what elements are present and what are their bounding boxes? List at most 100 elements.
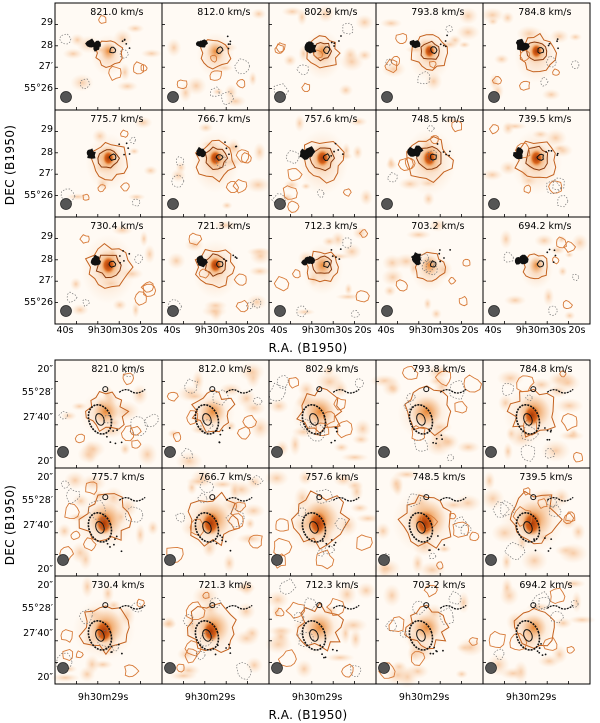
negative-contour — [129, 136, 136, 145]
noise-contour — [189, 518, 204, 537]
core-emission — [209, 257, 222, 273]
top-channel-panel: 694.2 km/s — [482, 216, 591, 325]
velocity-label: 784.8 km/s — [518, 7, 571, 18]
continuum-dot — [445, 153, 447, 156]
noise-emission — [493, 53, 510, 65]
top-channel-panel: 802.9 km/s — [268, 2, 377, 111]
noise-contour — [397, 156, 414, 171]
negative-contour — [448, 590, 462, 605]
negative-contour — [251, 475, 264, 486]
continuum-dot — [550, 149, 553, 152]
negative-contour — [129, 416, 148, 436]
continuum-dot — [330, 155, 333, 157]
continuum-dot — [438, 249, 441, 251]
negative-contour — [200, 419, 214, 433]
continuum-dot — [449, 249, 452, 251]
continuum-ring — [194, 620, 220, 651]
velocity-label: 812.0 km/s — [197, 7, 250, 18]
noise-contour — [62, 649, 74, 662]
continuum-dot — [536, 650, 539, 653]
top-channel-panel: 703.2 km/s — [375, 216, 484, 325]
continuum-dot — [330, 41, 333, 44]
negative-contour — [399, 630, 408, 638]
negative-contour — [98, 518, 110, 530]
continuum-dot — [556, 40, 558, 43]
noise-contour — [242, 414, 258, 429]
continuum-dot — [118, 255, 121, 257]
continuum-dot — [548, 438, 551, 441]
y-tick-label: 55°26 — [24, 190, 53, 201]
continuum-core — [416, 629, 426, 642]
noise-contour — [519, 80, 531, 91]
velocity-label: 739.5 km/s — [518, 114, 571, 125]
continuum-dot — [341, 153, 344, 156]
mid-emission — [528, 256, 545, 274]
noise-contour — [468, 637, 478, 646]
negative-contour — [299, 418, 312, 430]
continuum-dot — [125, 42, 128, 45]
x-tick-label: 20s — [247, 325, 264, 336]
noise-emission — [499, 229, 513, 250]
negative-contour — [549, 611, 565, 624]
top-channel-panel: 721.3 km/s — [161, 216, 272, 325]
mid-emission — [200, 398, 226, 425]
noise-contour — [519, 50, 530, 62]
beam-icon — [271, 554, 283, 566]
noise-emission — [289, 432, 302, 457]
continuum-dot — [105, 647, 108, 650]
noise-emission — [143, 165, 158, 176]
negative-contour — [420, 253, 429, 263]
noise-emission — [203, 300, 228, 311]
noise-contour — [552, 68, 560, 76]
continuum-dot — [226, 35, 229, 38]
beam-icon — [167, 198, 179, 210]
noise-emission — [458, 41, 471, 49]
noise-emission — [502, 442, 514, 461]
continuum-ring — [194, 512, 220, 543]
negative-contour — [385, 58, 393, 66]
noise-emission — [537, 654, 561, 668]
continuum-dot — [548, 42, 551, 45]
continuum-ring — [301, 404, 327, 435]
continuum-contour — [304, 42, 313, 53]
noise-emission — [542, 287, 555, 307]
negative-contour — [417, 71, 431, 85]
noise-contour — [74, 433, 85, 444]
negative-contour — [317, 549, 325, 557]
negative-contour — [571, 60, 580, 69]
x-tick-label: 9h30m29s — [78, 692, 128, 703]
noise-emission — [245, 656, 264, 674]
negative-contour — [572, 273, 580, 281]
negative-contour — [552, 177, 565, 191]
negative-contour — [225, 507, 245, 528]
noise-emission — [520, 549, 548, 573]
continuum-dot — [120, 550, 123, 553]
noise-contour — [452, 521, 470, 538]
negative-contour — [545, 55, 557, 68]
emission-contour — [88, 141, 129, 181]
negative-contour — [212, 389, 230, 406]
noise-contour — [549, 587, 566, 604]
noise-contour — [273, 537, 293, 557]
noise-contour — [355, 290, 370, 303]
negative-contour — [285, 150, 300, 165]
noise-emission — [356, 581, 377, 600]
continuum-dot — [336, 649, 338, 652]
continuum-dot — [113, 543, 115, 546]
beam-icon — [271, 662, 283, 674]
noise-contour — [559, 370, 567, 378]
continuum-knot — [530, 494, 537, 501]
top-channel-panel: 739.5 km/s — [481, 109, 591, 218]
noise-emission — [221, 201, 233, 210]
noise-emission — [481, 169, 504, 181]
noise-contour — [108, 65, 122, 82]
continuum-dot — [549, 430, 552, 433]
noise-contour — [273, 275, 290, 292]
bottom-channel-panel: 802.9 km/s — [268, 359, 377, 469]
continuum-dot — [123, 38, 126, 41]
continuum-dot — [436, 143, 439, 145]
noise-emission — [271, 625, 291, 648]
noise-contour — [390, 55, 400, 67]
continuum-dot — [331, 255, 334, 258]
noise-contour — [275, 518, 289, 532]
